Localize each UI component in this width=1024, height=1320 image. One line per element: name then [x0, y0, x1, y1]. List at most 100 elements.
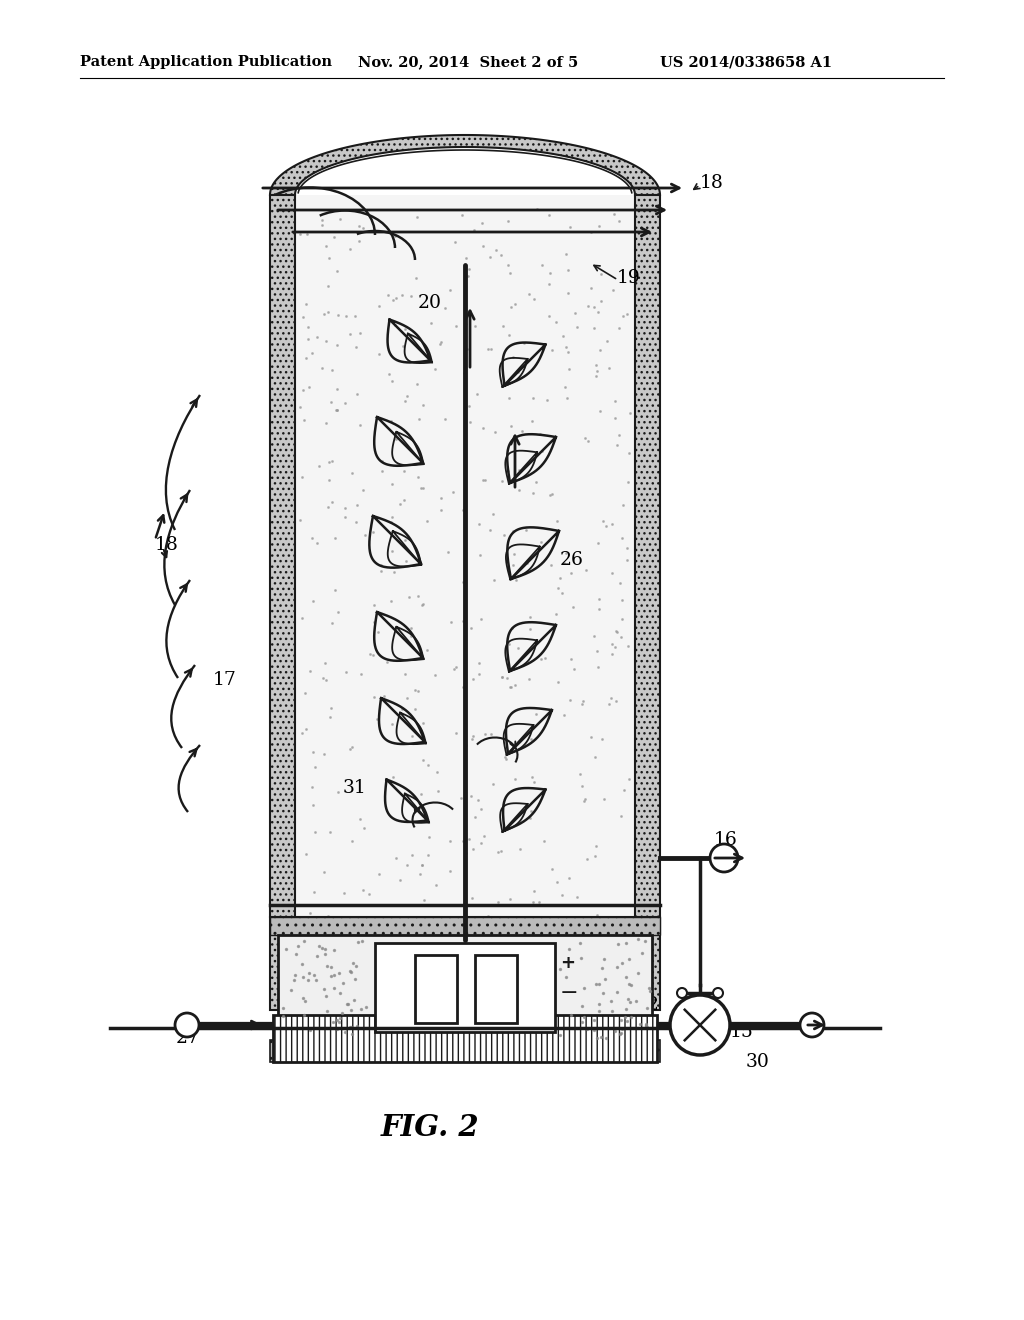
Point	[313, 215, 330, 236]
Point	[374, 461, 390, 482]
Text: 16: 16	[714, 832, 737, 849]
Point	[632, 1012, 648, 1034]
Point	[547, 936, 563, 957]
Point	[313, 358, 330, 379]
Point	[475, 470, 492, 491]
Point	[445, 659, 462, 680]
Point	[415, 594, 431, 615]
Point	[295, 379, 311, 400]
Point	[342, 1016, 358, 1038]
Point	[385, 562, 401, 583]
Point	[544, 483, 560, 504]
Point	[524, 891, 541, 912]
Point	[603, 965, 620, 986]
Point	[487, 421, 504, 442]
Text: 32: 32	[636, 997, 659, 1014]
Point	[613, 589, 630, 610]
Point	[433, 907, 450, 928]
Point	[316, 944, 333, 965]
Point	[637, 931, 653, 952]
Point	[300, 969, 316, 990]
Polygon shape	[278, 935, 652, 1040]
Polygon shape	[270, 135, 660, 195]
Text: 19: 19	[617, 269, 641, 286]
Point	[326, 227, 342, 248]
Point	[342, 238, 358, 259]
Point	[580, 296, 596, 317]
Point	[493, 841, 509, 862]
Point	[603, 634, 620, 655]
Point	[324, 612, 340, 634]
Point	[542, 909, 558, 931]
Point	[571, 933, 588, 954]
Point	[442, 861, 459, 882]
Point	[437, 297, 454, 318]
Point	[414, 594, 430, 615]
Point	[469, 383, 485, 404]
Point	[356, 524, 373, 545]
Point	[586, 296, 602, 317]
Point	[498, 748, 514, 770]
Point	[298, 843, 314, 865]
Point	[329, 1010, 345, 1031]
Point	[349, 494, 366, 515]
Point	[613, 952, 630, 973]
Point	[317, 236, 334, 257]
Point	[292, 397, 308, 418]
Point	[379, 651, 395, 672]
Point	[577, 428, 593, 449]
Point	[442, 611, 459, 632]
Text: 24: 24	[423, 994, 447, 1012]
Point	[613, 940, 630, 961]
Point	[499, 668, 515, 689]
Text: 17: 17	[213, 671, 237, 689]
Point	[524, 411, 541, 432]
Point	[591, 974, 607, 995]
Point	[502, 387, 518, 408]
Point	[426, 664, 442, 685]
Point	[610, 933, 627, 954]
Point	[298, 718, 314, 739]
Point	[464, 729, 480, 750]
Point	[467, 315, 483, 337]
Point	[352, 414, 369, 436]
Point	[370, 622, 386, 643]
Point	[403, 285, 420, 306]
Point	[605, 280, 622, 301]
Point	[300, 329, 316, 350]
Circle shape	[710, 843, 738, 873]
Point	[568, 936, 585, 957]
Point	[309, 532, 326, 553]
Point	[360, 883, 377, 904]
Point	[482, 723, 499, 744]
Point	[591, 589, 607, 610]
Point	[615, 950, 632, 972]
Point	[456, 676, 472, 697]
Point	[348, 512, 365, 533]
Point	[395, 335, 412, 356]
Point	[487, 948, 504, 969]
Point	[564, 597, 581, 618]
Point	[604, 1001, 621, 1022]
Point	[307, 756, 324, 777]
Point	[595, 982, 611, 1003]
Point	[327, 579, 343, 601]
Point	[295, 987, 311, 1008]
Point	[373, 561, 389, 582]
Point	[485, 570, 502, 591]
Point	[317, 939, 334, 960]
Polygon shape	[375, 942, 555, 1032]
Point	[325, 1011, 341, 1032]
Point	[384, 713, 400, 734]
Point	[416, 395, 432, 416]
Text: +: +	[560, 954, 575, 972]
Point	[588, 355, 604, 376]
Point	[314, 209, 331, 230]
Point	[560, 260, 577, 281]
Point	[607, 391, 624, 412]
Point	[554, 582, 570, 603]
Point	[398, 855, 415, 876]
Point	[315, 304, 332, 325]
Point	[447, 315, 464, 337]
Point	[350, 932, 367, 953]
